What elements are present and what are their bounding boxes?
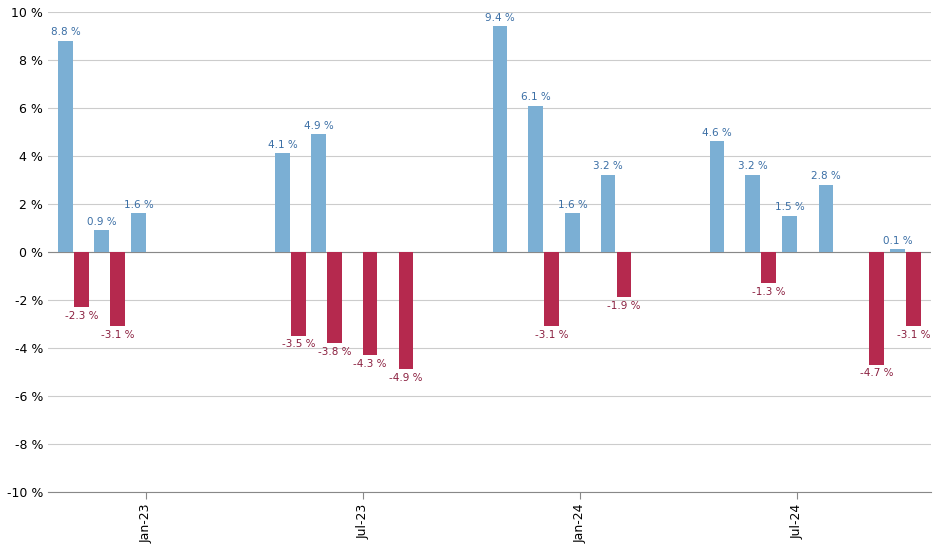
Text: 0.1 %: 0.1 % — [883, 236, 912, 246]
Text: 4.6 %: 4.6 % — [702, 128, 732, 138]
Text: -3.8 %: -3.8 % — [318, 346, 352, 356]
Bar — [617, 252, 631, 298]
Text: -4.9 %: -4.9 % — [389, 373, 423, 383]
Text: 8.8 %: 8.8 % — [51, 27, 81, 37]
Bar — [528, 106, 543, 252]
Bar — [493, 26, 508, 252]
Text: 2.8 %: 2.8 % — [811, 171, 840, 181]
Text: -3.1 %: -3.1 % — [101, 330, 134, 340]
Bar — [291, 252, 306, 336]
Text: 6.1 %: 6.1 % — [521, 92, 551, 102]
Bar — [275, 153, 290, 252]
Bar — [363, 252, 377, 355]
Text: 4.1 %: 4.1 % — [268, 140, 297, 150]
Bar — [58, 41, 72, 252]
Text: 3.2 %: 3.2 % — [593, 162, 623, 172]
Text: -3.1 %: -3.1 % — [535, 330, 569, 340]
Text: 1.6 %: 1.6 % — [124, 200, 153, 210]
Bar — [110, 252, 125, 326]
Bar — [327, 252, 342, 343]
Text: -4.3 %: -4.3 % — [353, 359, 387, 369]
Bar — [906, 252, 920, 326]
Text: -1.3 %: -1.3 % — [752, 287, 785, 296]
Bar — [761, 252, 776, 283]
Bar — [710, 141, 725, 252]
Bar — [74, 252, 88, 307]
Text: 4.9 %: 4.9 % — [304, 120, 334, 131]
Bar — [544, 252, 559, 326]
Bar — [601, 175, 616, 252]
Text: -3.1 %: -3.1 % — [897, 330, 930, 340]
Text: -1.9 %: -1.9 % — [607, 301, 641, 311]
Bar — [399, 252, 414, 370]
Bar — [870, 252, 884, 365]
Bar — [311, 134, 326, 252]
Bar — [745, 175, 760, 252]
Bar — [565, 213, 580, 252]
Text: 1.6 %: 1.6 % — [557, 200, 588, 210]
Text: 9.4 %: 9.4 % — [485, 13, 515, 23]
Text: -2.3 %: -2.3 % — [65, 311, 98, 321]
Bar — [890, 250, 904, 252]
Text: 0.9 %: 0.9 % — [86, 217, 117, 227]
Bar — [132, 213, 146, 252]
Bar — [819, 185, 833, 252]
Text: -3.5 %: -3.5 % — [282, 339, 315, 349]
Text: 1.5 %: 1.5 % — [775, 202, 805, 212]
Text: 3.2 %: 3.2 % — [738, 162, 768, 172]
Bar — [782, 216, 797, 252]
Bar — [95, 230, 109, 252]
Text: -4.7 %: -4.7 % — [860, 368, 893, 378]
